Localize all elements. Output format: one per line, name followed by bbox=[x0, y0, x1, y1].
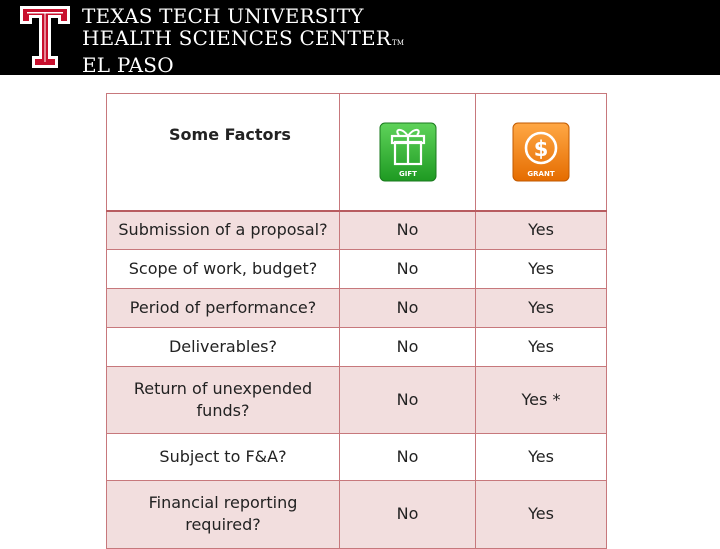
factor-cell: Return of unexpended funds? bbox=[106, 365, 340, 434]
gift-cell: No bbox=[339, 365, 476, 434]
table-row: Scope of work, budget? No Yes bbox=[106, 248, 607, 289]
grant-cell: Yes bbox=[475, 479, 607, 549]
factor-cell: Financial reporting required? bbox=[106, 479, 340, 549]
grant-cell: Yes * bbox=[475, 365, 607, 434]
dollar-coin-icon: $ GRANT bbox=[512, 122, 570, 182]
header-grant: $ GRANT bbox=[475, 93, 607, 212]
trademark-mark: TM bbox=[392, 39, 405, 47]
double-t-logo-icon bbox=[20, 6, 70, 68]
gift-cell: No bbox=[339, 479, 476, 549]
grant-cell: Yes bbox=[475, 432, 607, 481]
gift-cell: No bbox=[339, 248, 476, 289]
institution-line-3: EL PASO bbox=[82, 53, 174, 77]
factor-cell: Period of performance? bbox=[106, 287, 340, 328]
gift-cell: No bbox=[339, 287, 476, 328]
factor-cell: Submission of a proposal? bbox=[106, 210, 340, 250]
header-bar: TEXAS TECH UNIVERSITY HEALTH SCIENCES CE… bbox=[0, 0, 720, 76]
grant-caption: GRANT bbox=[527, 170, 554, 178]
table-row: Deliverables? No Yes bbox=[106, 326, 607, 367]
gift-cell: No bbox=[339, 210, 476, 250]
factor-cell: Deliverables? bbox=[106, 326, 340, 367]
gift-icon: GIFT bbox=[379, 122, 436, 182]
gift-cell: No bbox=[339, 432, 476, 481]
table-header-row: Some Factors GIFT bbox=[106, 93, 607, 212]
gift-vs-grant-table: Some Factors GIFT bbox=[106, 93, 607, 549]
grant-cell: Yes bbox=[475, 248, 607, 289]
table-row: Financial reporting required? No Yes bbox=[106, 479, 607, 549]
factor-cell: Subject to F&A? bbox=[106, 432, 340, 481]
table-row: Period of performance? No Yes bbox=[106, 287, 607, 328]
gift-caption: GIFT bbox=[399, 170, 417, 178]
institution-name: TEXAS TECH UNIVERSITY HEALTH SCIENCES CE… bbox=[82, 5, 404, 76]
factor-cell: Scope of work, budget? bbox=[106, 248, 340, 289]
table-row: Return of unexpended funds? No Yes * bbox=[106, 365, 607, 434]
grant-cell: Yes bbox=[475, 287, 607, 328]
institution-line-1: TEXAS TECH UNIVERSITY bbox=[82, 4, 364, 28]
table-row: Submission of a proposal? No Yes bbox=[106, 210, 607, 250]
grant-cell: Yes bbox=[475, 326, 607, 367]
grant-cell: Yes bbox=[475, 210, 607, 250]
header-factors: Some Factors bbox=[106, 93, 340, 212]
institution-line-2: HEALTH SCIENCES CENTERTM bbox=[82, 26, 405, 50]
table-row: Subject to F&A? No Yes bbox=[106, 432, 607, 481]
gift-cell: No bbox=[339, 326, 476, 367]
header-gift: GIFT bbox=[339, 93, 476, 212]
svg-text:$: $ bbox=[534, 137, 549, 161]
